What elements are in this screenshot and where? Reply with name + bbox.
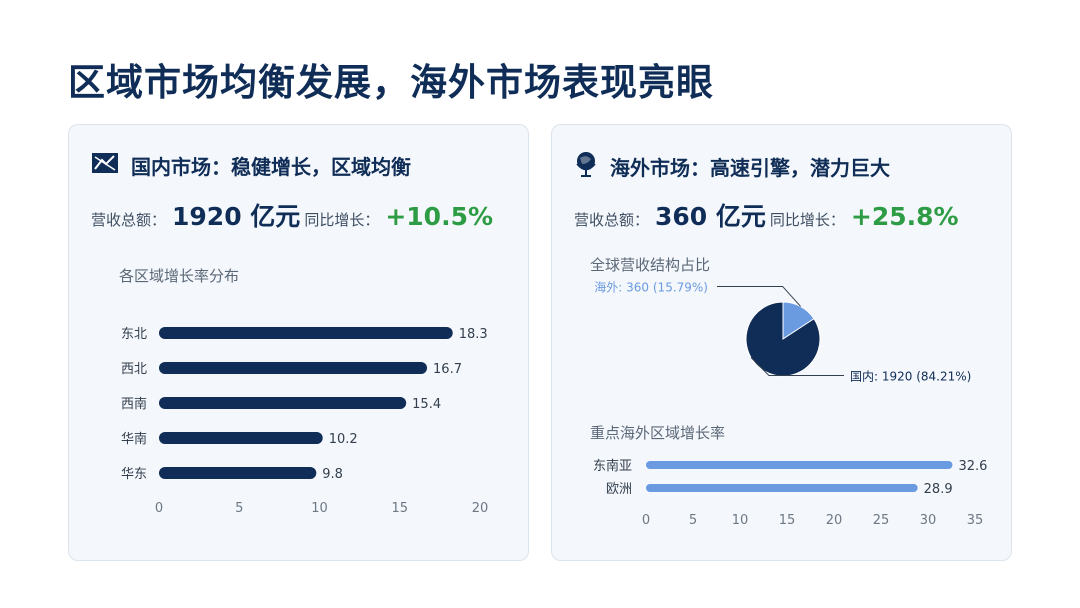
overseas-growth-value: +25.8%	[850, 202, 959, 231]
overseas-region-x-tick-label: 0	[642, 513, 650, 528]
overseas-region-x-tick-label: 20	[826, 513, 843, 528]
domestic-heading: 国内市场：稳健增长，区域均衡	[131, 155, 411, 179]
overseas-region-x-tick-label: 35	[967, 513, 984, 528]
pie-leader-line	[750, 357, 844, 377]
overseas-heading: 海外市场：高速引擎，潜力巨大	[610, 156, 890, 180]
domestic-region-x-tick-label: 5	[235, 501, 243, 516]
domestic-region-value-label: 9.8	[322, 467, 343, 482]
overseas-card-header: 海外市场：高速引擎，潜力巨大	[574, 151, 890, 182]
overseas-region-x-tick-label: 10	[732, 513, 749, 528]
pie-chart-title: 全球营收结构占比	[590, 256, 711, 274]
overseas-growth-label: 同比增长：	[769, 211, 845, 229]
overseas-region-bar	[646, 484, 918, 492]
domestic-stats: 营收总额： 1920 亿元 同比增长： +10.5%	[91, 197, 493, 233]
overseas-region-x-tick-label: 25	[873, 513, 890, 528]
overseas-revenue-value: 360 亿元	[655, 202, 766, 231]
globe-icon	[574, 151, 598, 182]
domestic-region-category-label: 华东	[121, 467, 147, 482]
domestic-region-value-label: 15.4	[412, 397, 441, 412]
domestic-region-bar	[159, 467, 317, 479]
domestic-growth-label: 同比增长：	[304, 211, 380, 229]
domestic-growth-bar-chart: 东北 18.3 西北 16.7 西南 15.4 华南 10.2 华东 9.8 0 5 10 15 20	[121, 327, 489, 516]
overseas-region-x-tick-label: 5	[689, 513, 697, 528]
domestic-region-category-label: 东北	[121, 327, 147, 342]
domestic-region-value-label: 18.3	[459, 327, 488, 342]
domestic-region-value-label: 16.7	[433, 362, 462, 377]
domestic-region-x-tick-label: 15	[391, 501, 408, 516]
overseas-revenue-label: 营收总额：	[574, 211, 650, 229]
overseas-market-card: 海外市场：高速引擎，潜力巨大 营收总额： 360 亿元 同比增长： +25.8%…	[551, 124, 1012, 561]
pie-leader-line	[717, 285, 801, 307]
domestic-region-category-label: 西北	[121, 362, 147, 377]
domestic-region-x-tick-label: 0	[155, 501, 163, 516]
page-title: 区域市场均衡发展，海外市场表现亮眼	[68, 61, 714, 104]
domestic-region-value-label: 10.2	[329, 432, 358, 447]
domestic-region-x-tick-label: 10	[311, 501, 328, 516]
domestic-region-category-label: 西南	[121, 396, 147, 412]
domestic-region-category-label: 华南	[121, 431, 147, 447]
overseas-charts: 海外: 360 (15.79%) 国内: 1920 (84.21%) 东南亚 32.6…	[593, 279, 987, 528]
overseas-bar-chart-title: 重点海外区域增长率	[590, 424, 726, 442]
domestic-region-bar	[159, 362, 428, 374]
domestic-region-bar	[159, 432, 323, 444]
overseas-region-bar	[646, 461, 953, 469]
domestic-revenue-value: 1920 亿元	[172, 202, 301, 231]
pie-slice-label: 国内: 1920 (84.21%)	[850, 370, 971, 384]
pie-slice-label: 海外: 360 (15.79%)	[594, 279, 708, 294]
domestic-region-bar	[159, 327, 453, 339]
domestic-chart-title: 各区域增长率分布	[119, 267, 240, 285]
overseas-region-x-tick-label: 30	[920, 513, 937, 528]
domestic-revenue-label: 营收总额：	[91, 211, 167, 229]
overseas-region-value-label: 32.6	[958, 459, 987, 474]
overseas-stats: 营收总额： 360 亿元 同比增长： +25.8%	[574, 197, 959, 233]
overseas-region-category-label: 欧洲	[606, 482, 632, 497]
overseas-region-x-tick-label: 15	[779, 513, 796, 528]
overseas-region-value-label: 28.9	[924, 482, 953, 497]
domestic-growth-value: +10.5%	[385, 202, 494, 231]
map-icon	[91, 152, 119, 179]
domestic-region-bar	[159, 397, 407, 409]
domestic-card-header: 国内市场：稳健增长，区域均衡	[91, 151, 411, 180]
overseas-region-category-label: 东南亚	[593, 458, 632, 474]
domestic-region-x-tick-label: 20	[472, 501, 489, 516]
domestic-market-card: 国内市场：稳健增长，区域均衡 营收总额： 1920 亿元 同比增长： +10.5…	[68, 124, 529, 561]
